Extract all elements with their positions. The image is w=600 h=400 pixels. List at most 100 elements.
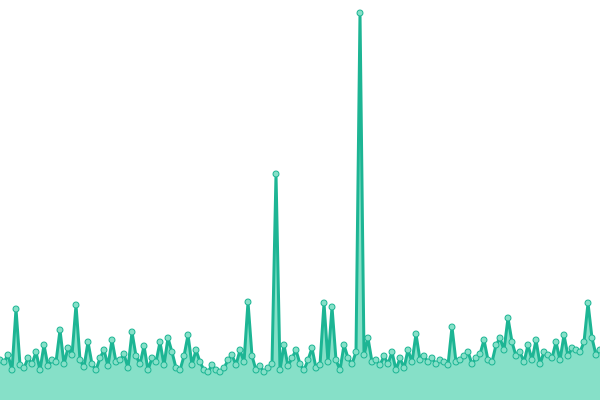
- point: [260, 368, 268, 376]
- point: [280, 341, 288, 349]
- point: [476, 350, 484, 358]
- point: [72, 301, 80, 309]
- point: [288, 354, 296, 362]
- point: [376, 361, 384, 369]
- point: [404, 346, 412, 354]
- point: [252, 366, 260, 374]
- point: [596, 346, 600, 354]
- point: [104, 362, 112, 370]
- point: [256, 362, 264, 370]
- point: [168, 348, 176, 356]
- point: [208, 361, 216, 369]
- point: [576, 348, 584, 356]
- point: [132, 352, 140, 360]
- point: [204, 368, 212, 376]
- point: [12, 305, 20, 313]
- point: [344, 354, 352, 362]
- point: [464, 348, 472, 356]
- point: [40, 341, 48, 349]
- point: [552, 338, 560, 346]
- point: [216, 368, 224, 376]
- point: [364, 334, 372, 342]
- point: [120, 350, 128, 358]
- point: [444, 361, 452, 369]
- point: [140, 342, 148, 350]
- point: [164, 334, 172, 342]
- point: [432, 360, 440, 368]
- point: [192, 346, 200, 354]
- point: [188, 361, 196, 369]
- point: [420, 352, 428, 360]
- point: [136, 360, 144, 368]
- point: [52, 358, 60, 366]
- point: [472, 354, 480, 362]
- area: [0, 13, 600, 400]
- point: [508, 338, 516, 346]
- point: [228, 351, 236, 359]
- point: [548, 354, 556, 362]
- point: [124, 364, 132, 372]
- point: [528, 356, 536, 364]
- point: [460, 352, 468, 360]
- point: [176, 366, 184, 374]
- point: [84, 338, 92, 346]
- point: [516, 348, 524, 356]
- point: [500, 346, 508, 354]
- point: [340, 341, 348, 349]
- point: [356, 9, 364, 17]
- point: [320, 299, 328, 307]
- point: [448, 323, 456, 331]
- point: [268, 360, 276, 368]
- point: [424, 358, 432, 366]
- point: [292, 346, 300, 354]
- point: [76, 356, 84, 364]
- point: [488, 358, 496, 366]
- point: [428, 354, 436, 362]
- point: [564, 352, 572, 360]
- point: [236, 346, 244, 354]
- point: [160, 361, 168, 369]
- point: [152, 358, 160, 366]
- point: [296, 360, 304, 368]
- point: [28, 360, 36, 368]
- point: [148, 354, 156, 362]
- point: [308, 344, 316, 352]
- point: [412, 330, 420, 338]
- point: [276, 366, 284, 374]
- point: [524, 341, 532, 349]
- point: [416, 356, 424, 364]
- point: [384, 360, 392, 368]
- point: [316, 361, 324, 369]
- point: [520, 358, 528, 366]
- point: [248, 352, 256, 360]
- point: [4, 351, 12, 359]
- point: [80, 363, 88, 371]
- point: [392, 366, 400, 374]
- point: [284, 362, 292, 370]
- point: [144, 366, 152, 374]
- point: [300, 366, 308, 374]
- point: [396, 354, 404, 362]
- point: [56, 326, 64, 334]
- point: [584, 299, 592, 307]
- point: [88, 360, 96, 368]
- point: [184, 331, 192, 339]
- point: [244, 298, 252, 306]
- point: [96, 354, 104, 362]
- point: [264, 364, 272, 372]
- point: [196, 358, 204, 366]
- point: [360, 351, 368, 359]
- point: [224, 356, 232, 364]
- point: [380, 352, 388, 360]
- point: [580, 338, 588, 346]
- point: [332, 356, 340, 364]
- point: [592, 351, 600, 359]
- point: [468, 360, 476, 368]
- point: [328, 303, 336, 311]
- point: [92, 366, 100, 374]
- point: [128, 328, 136, 336]
- point: [372, 356, 380, 364]
- point: [20, 364, 28, 372]
